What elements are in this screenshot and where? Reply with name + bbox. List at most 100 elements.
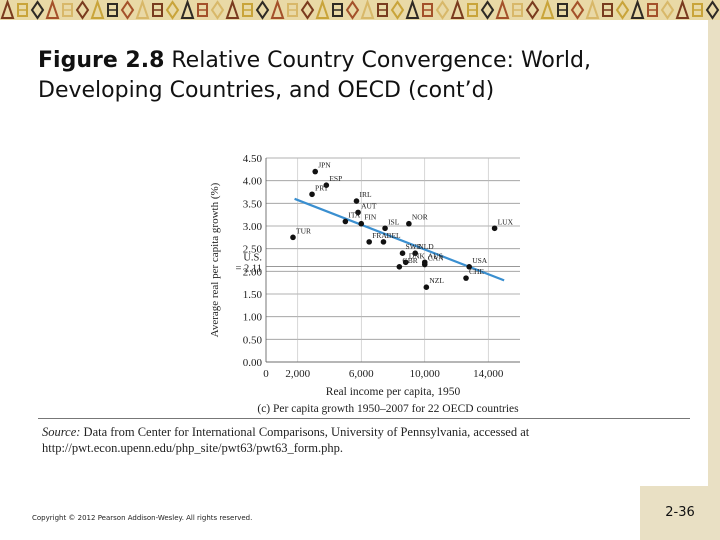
point-label: USA: [472, 256, 488, 265]
point-label: FRA: [372, 231, 387, 240]
x-tick-label: 10,000: [410, 368, 441, 380]
us-reference-label: U.S.: [243, 252, 262, 263]
y-tick-label: 1.00: [243, 312, 263, 324]
divider-rule: [38, 418, 690, 419]
data-point: [463, 275, 469, 281]
point-label: ISL: [388, 217, 400, 226]
banner-diamond: [75, 0, 90, 20]
figure-title: Relative Country Convergence: World, Dev…: [38, 48, 591, 103]
banner-triangle: [135, 0, 150, 19]
banner-triangle: [180, 0, 195, 19]
data-point: [290, 234, 296, 241]
point-label: AUS: [428, 251, 443, 260]
data-point: [323, 182, 330, 188]
banner-background: [0, 0, 720, 20]
data-point: [358, 220, 365, 227]
point-label: BEL: [386, 231, 401, 240]
banner-triangle: [630, 0, 645, 19]
point-label: CAN: [428, 254, 444, 263]
banner-triangle: [540, 0, 555, 19]
point-label: JPN: [318, 161, 331, 170]
data-point: [421, 261, 428, 268]
banner-diamond: [615, 0, 630, 20]
y-axis-title: Average real per capita growth (%): [209, 182, 221, 337]
data-point: [466, 264, 473, 270]
x-tick-label: 6,000: [349, 368, 374, 380]
banner-triangle: [225, 0, 240, 19]
banner-triangle: [360, 0, 375, 19]
y-tick-label: 0.50: [243, 334, 263, 346]
y-tick-label: 2.50: [243, 244, 263, 256]
source-text: Data from Center for International Compa…: [42, 425, 530, 455]
banner-triangle: [495, 0, 510, 19]
x-tick-label: 0: [263, 368, 269, 380]
x-tick-label: 14,000: [473, 368, 504, 380]
y-tick-label: 3.50: [243, 198, 263, 210]
banner-diamond: [435, 0, 450, 20]
data-point: [312, 168, 319, 175]
data-point: [402, 259, 409, 266]
data-point: [382, 225, 388, 232]
data-point: [309, 191, 315, 198]
banner-diamond: [570, 0, 585, 20]
data-point: [380, 239, 387, 245]
banner-diamond: [255, 0, 270, 20]
y-tick-label: 3.00: [243, 221, 263, 233]
point-label: GBR: [402, 256, 417, 265]
banner-triangle: [0, 0, 15, 19]
data-point: [399, 250, 406, 256]
data-point: [342, 218, 349, 225]
banner-triangle: [405, 0, 420, 19]
data-point: [355, 209, 361, 216]
y-tick-label: 0.00: [243, 357, 263, 369]
point-label: TUR: [296, 226, 311, 235]
data-point: [491, 225, 498, 232]
y-tick-label: 4.50: [243, 153, 263, 165]
point-label: SWE: [406, 242, 422, 251]
us-reference-value: = 2.11: [235, 263, 262, 274]
data-point: [406, 220, 412, 227]
figure-number: Figure 2.8: [38, 48, 165, 73]
point-label: NOR: [412, 213, 428, 222]
slide-title: Figure 2.8 Relative Country Convergence:…: [38, 46, 698, 106]
x-axis-title: Real income per capita, 1950: [326, 386, 461, 398]
banner-triangle: [90, 0, 105, 19]
point-label: AUT: [361, 201, 377, 210]
banner-triangle: [315, 0, 330, 19]
banner-diamond: [300, 0, 315, 20]
banner-diamond: [705, 0, 720, 20]
banner-triangle: [270, 0, 285, 19]
decorative-banner: [0, 0, 720, 20]
point-label: ITA: [348, 210, 360, 219]
banner-diamond: [390, 0, 405, 20]
slide-number: 2-36: [640, 486, 720, 540]
point-label: LUX: [498, 217, 514, 226]
banner-diamond: [525, 0, 540, 20]
banner-diamond: [120, 0, 135, 20]
banner-diamond: [165, 0, 180, 20]
banner-diamond: [480, 0, 495, 20]
y-tick-label: 2.00: [243, 266, 263, 278]
chart-caption: (c) Per capita growth 1950–2007 for 22 O…: [257, 403, 519, 415]
point-label: IRL: [359, 190, 372, 199]
point-label: PRT: [315, 183, 329, 192]
point-label: NLD: [418, 242, 434, 251]
point-label: ESP: [329, 174, 342, 183]
banner-triangle: [675, 0, 690, 19]
point-label: FIN: [364, 213, 377, 222]
banner-diamond: [660, 0, 675, 20]
banner-diamond: [210, 0, 225, 20]
point-label: DNK: [409, 251, 426, 260]
source-prefix: Source:: [42, 425, 81, 439]
point-label: NZL: [429, 276, 444, 285]
y-tick-label: 4.00: [243, 176, 263, 188]
data-point: [353, 198, 360, 204]
side-strip: [708, 20, 720, 486]
banner-triangle: [450, 0, 465, 19]
data-point: [366, 239, 372, 245]
point-label: CHE: [469, 267, 484, 276]
banner-triangle: [45, 0, 60, 19]
data-point: [423, 284, 430, 290]
banner-diamond: [30, 0, 45, 20]
x-tick-label: 2,000: [285, 368, 310, 380]
